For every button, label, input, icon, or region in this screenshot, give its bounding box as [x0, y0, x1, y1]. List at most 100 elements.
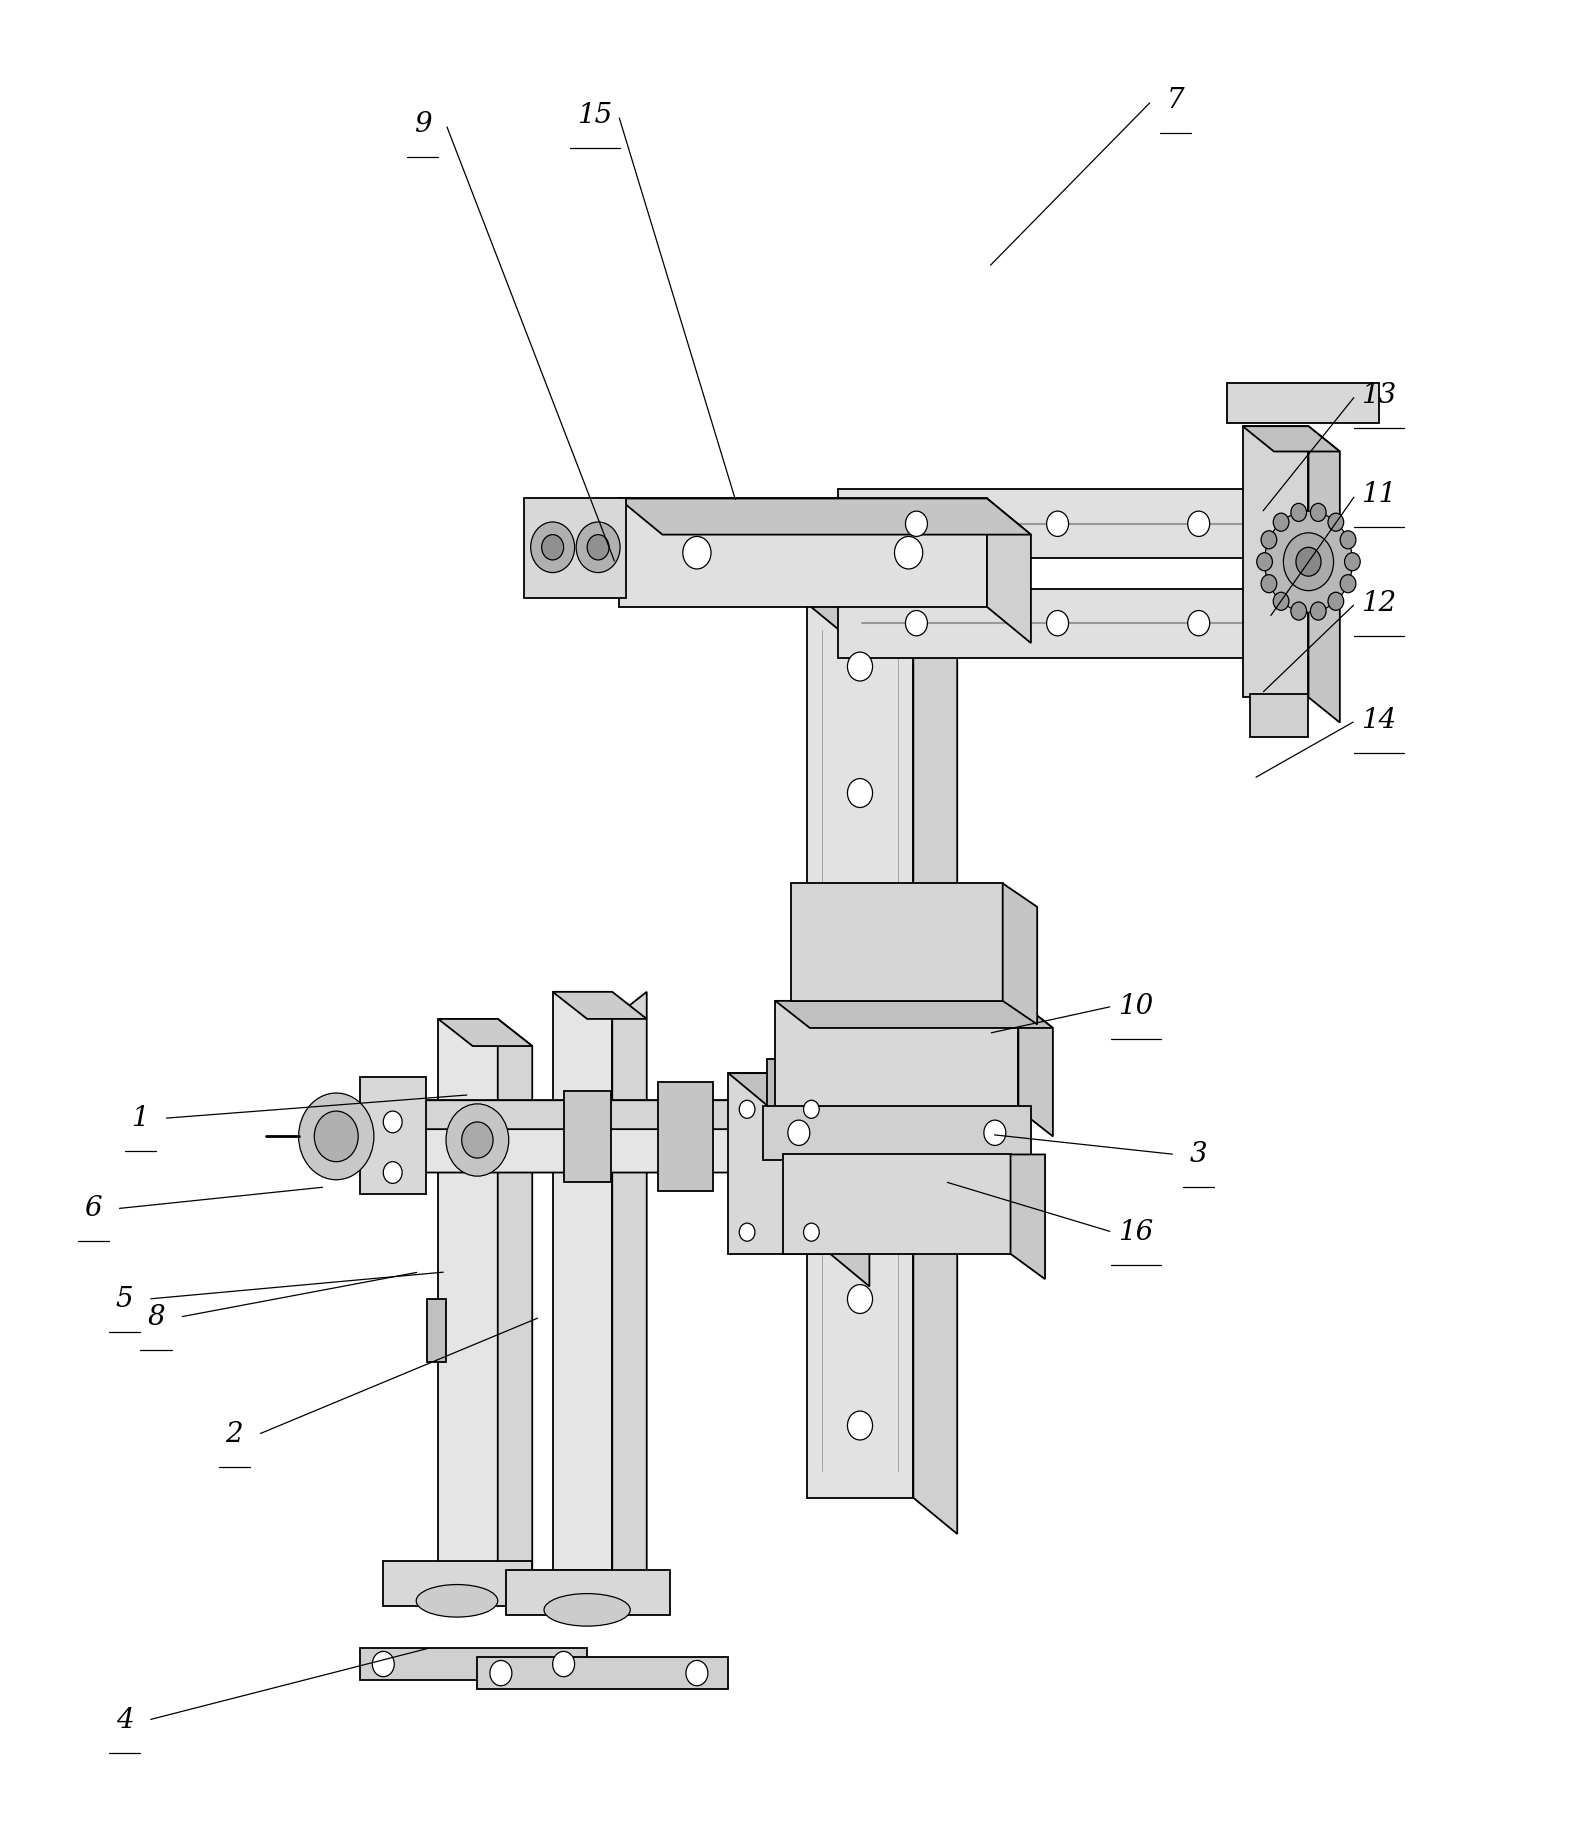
Bar	[1242, 426, 1308, 697]
Bar	[524, 499, 626, 597]
Circle shape	[894, 537, 922, 568]
Bar	[359, 1076, 426, 1195]
Text: 3: 3	[1190, 1142, 1207, 1167]
Circle shape	[1274, 514, 1289, 532]
Polygon shape	[438, 1020, 532, 1045]
Polygon shape	[728, 1073, 870, 1105]
Circle shape	[687, 1661, 707, 1686]
Polygon shape	[367, 1100, 935, 1129]
Circle shape	[1256, 554, 1272, 570]
Text: 15: 15	[577, 102, 612, 129]
Circle shape	[1340, 575, 1356, 592]
Text: 14: 14	[1362, 707, 1397, 734]
Circle shape	[576, 523, 620, 572]
Text: 9: 9	[413, 111, 432, 138]
Circle shape	[683, 537, 710, 568]
Bar	[427, 1298, 446, 1362]
Bar	[619, 499, 987, 606]
Circle shape	[1340, 530, 1356, 548]
Bar	[1250, 694, 1308, 738]
Circle shape	[1327, 514, 1343, 532]
Circle shape	[905, 512, 927, 537]
Circle shape	[530, 523, 574, 572]
Polygon shape	[1242, 426, 1340, 452]
Polygon shape	[1019, 1002, 1054, 1136]
Bar	[438, 1020, 498, 1570]
Text: 10: 10	[1118, 992, 1153, 1020]
Ellipse shape	[416, 1584, 498, 1617]
Text: 11: 11	[1362, 481, 1397, 508]
Text: 8: 8	[147, 1304, 165, 1331]
Bar	[1228, 382, 1380, 422]
Ellipse shape	[544, 1593, 630, 1626]
Text: 12: 12	[1362, 590, 1397, 617]
Circle shape	[315, 1111, 358, 1162]
Polygon shape	[987, 499, 1031, 643]
Circle shape	[848, 1031, 873, 1060]
Bar	[783, 1155, 1011, 1255]
Polygon shape	[1003, 883, 1038, 1025]
Bar	[763, 1105, 1031, 1160]
Circle shape	[848, 1158, 873, 1187]
Text: 6: 6	[84, 1195, 101, 1222]
Polygon shape	[359, 1652, 587, 1679]
Circle shape	[446, 1104, 509, 1176]
Bar	[552, 992, 612, 1570]
Bar	[478, 1657, 728, 1690]
Circle shape	[804, 1100, 819, 1118]
Circle shape	[383, 1111, 402, 1133]
Bar	[838, 588, 1285, 657]
Circle shape	[462, 1122, 494, 1158]
Circle shape	[1188, 610, 1210, 636]
Circle shape	[1047, 610, 1068, 636]
Circle shape	[372, 1652, 394, 1677]
Circle shape	[1188, 512, 1210, 537]
Circle shape	[788, 1120, 810, 1145]
Bar	[359, 1648, 587, 1681]
Bar	[728, 1073, 831, 1255]
Polygon shape	[775, 1002, 1054, 1029]
Circle shape	[905, 610, 927, 636]
Circle shape	[848, 905, 873, 934]
Circle shape	[1310, 603, 1326, 621]
Polygon shape	[1011, 1155, 1046, 1278]
Circle shape	[848, 1284, 873, 1313]
Polygon shape	[498, 1020, 532, 1597]
Bar	[807, 603, 913, 1499]
Text: 13: 13	[1362, 382, 1397, 410]
Bar	[838, 490, 1285, 557]
Circle shape	[383, 1162, 402, 1184]
Polygon shape	[831, 1073, 870, 1286]
Circle shape	[299, 1093, 373, 1180]
Polygon shape	[807, 603, 957, 639]
Circle shape	[739, 1100, 755, 1118]
Polygon shape	[1308, 426, 1340, 723]
Circle shape	[1345, 554, 1361, 570]
Polygon shape	[913, 603, 957, 1533]
Circle shape	[490, 1661, 513, 1686]
Circle shape	[984, 1120, 1006, 1145]
Polygon shape	[552, 992, 647, 1020]
Polygon shape	[619, 499, 1031, 535]
Bar	[658, 1082, 712, 1191]
Circle shape	[552, 1652, 574, 1677]
Circle shape	[1264, 512, 1353, 612]
Circle shape	[587, 535, 609, 559]
Polygon shape	[367, 1100, 935, 1202]
Text: 1: 1	[131, 1105, 149, 1133]
Circle shape	[1327, 592, 1343, 610]
Text: 2: 2	[226, 1420, 244, 1448]
Bar	[791, 883, 1003, 1002]
Circle shape	[1047, 512, 1068, 537]
Bar	[767, 1058, 810, 1158]
Circle shape	[1291, 603, 1307, 621]
Bar	[563, 1091, 611, 1182]
Circle shape	[1291, 503, 1307, 521]
Circle shape	[848, 652, 873, 681]
Text: 7: 7	[1166, 87, 1183, 115]
Circle shape	[1274, 592, 1289, 610]
Circle shape	[1261, 530, 1277, 548]
Polygon shape	[612, 992, 647, 1597]
Circle shape	[804, 1224, 819, 1242]
Circle shape	[848, 779, 873, 807]
